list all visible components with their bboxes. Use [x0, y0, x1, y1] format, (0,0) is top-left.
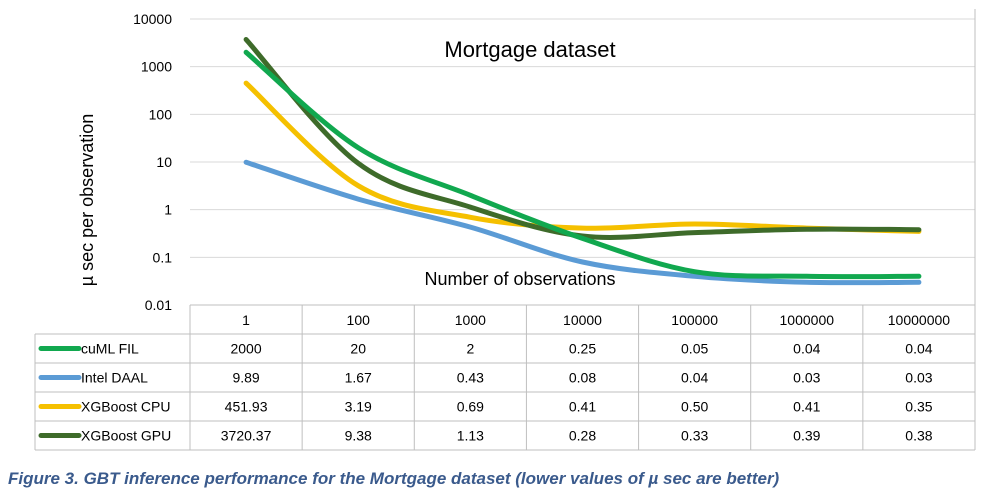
y-tick-label: 10000 — [133, 11, 172, 27]
figure-caption: Figure 3. GBT inference performance for … — [8, 469, 779, 489]
y-tick-label: 0.01 — [145, 297, 172, 313]
data-label: 20 — [350, 341, 366, 357]
legend-label: Intel DAAL — [81, 370, 148, 386]
data-label: 0.25 — [569, 341, 596, 357]
x-tick-label: 100000 — [671, 312, 718, 328]
series-line-cuml-fil — [246, 52, 919, 276]
data-label: 3.19 — [345, 399, 372, 415]
data-label: 0.03 — [905, 370, 932, 386]
data-label: 0.04 — [905, 341, 932, 357]
x-tick-label: 10000000 — [888, 312, 951, 328]
x-tick-label: 10000 — [563, 312, 602, 328]
data-label: 1.13 — [457, 428, 484, 444]
data-label: 0.33 — [681, 428, 708, 444]
data-label: 0.50 — [681, 399, 708, 415]
data-label: 0.43 — [457, 370, 484, 386]
x-tick-label: 1000000 — [780, 312, 835, 328]
legend-label: XGBoost GPU — [81, 428, 171, 444]
data-label: 2 — [466, 341, 474, 357]
data-label: 9.38 — [345, 428, 372, 444]
data-label: 1.67 — [345, 370, 372, 386]
data-label: 0.41 — [793, 399, 820, 415]
data-label: 0.28 — [569, 428, 596, 444]
y-tick-label: 100 — [149, 106, 173, 122]
chart-figure: 10000 1000 100 10 1 0.1 0.01 µ sec per observa… — [0, 0, 986, 462]
legend-label: XGBoost CPU — [81, 399, 170, 415]
data-label: 0.69 — [457, 399, 484, 415]
y-tick-label: 0.1 — [153, 249, 173, 265]
x-axis-label: Number of observations — [424, 269, 615, 289]
x-tick-label: 1 — [242, 312, 250, 328]
y-tick-label: 1000 — [141, 59, 172, 75]
data-label: 9.89 — [232, 370, 259, 386]
y-tick-labels: 10000 1000 100 10 1 0.1 0.01 — [133, 11, 172, 313]
series-lines — [246, 40, 919, 283]
data-label: 0.41 — [569, 399, 596, 415]
x-tick-label: 100 — [347, 312, 371, 328]
data-label: 0.08 — [569, 370, 596, 386]
y-axis-label: µ sec per observation — [77, 114, 97, 286]
data-label: 0.38 — [905, 428, 932, 444]
chart-title: Mortgage dataset — [444, 37, 615, 62]
data-label: 0.04 — [793, 341, 820, 357]
y-tick-label: 10 — [156, 154, 172, 170]
data-label: 2000 — [230, 341, 261, 357]
data-label: 0.04 — [681, 370, 708, 386]
data-label: 0.39 — [793, 428, 820, 444]
data-label: 451.93 — [225, 399, 268, 415]
data-label: 0.35 — [905, 399, 932, 415]
legend-label: cuML FIL — [81, 341, 139, 357]
x-tick-label: 1000 — [455, 312, 486, 328]
data-label: 3720.37 — [221, 428, 272, 444]
y-tick-label: 1 — [164, 202, 172, 218]
data-label: 0.05 — [681, 341, 708, 357]
data-label: 0.03 — [793, 370, 820, 386]
